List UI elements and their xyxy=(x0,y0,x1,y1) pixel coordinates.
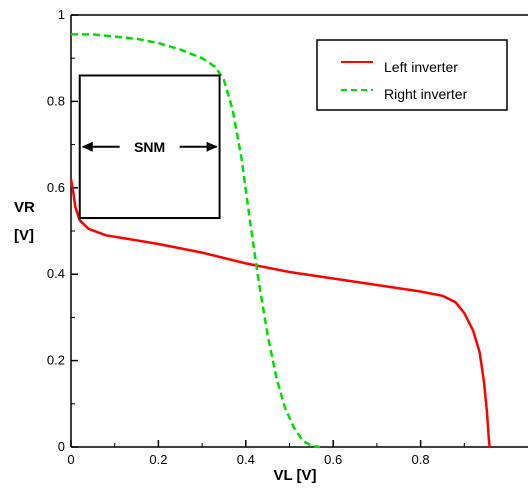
x-tick-label: 0.4 xyxy=(237,452,255,467)
series-layer xyxy=(69,33,491,449)
snm-box xyxy=(78,74,221,220)
y-axis-title-line1: VR xyxy=(14,199,35,216)
y-tick-label: 0.4 xyxy=(47,266,65,281)
x-ticks: 0 0.2 0.4 0.6 0.8 xyxy=(67,440,465,467)
y-tick-label: 0 xyxy=(58,439,65,454)
y-ticks: 0 0.2 0.4 0.6 0.8 1 xyxy=(47,7,78,454)
snm-arrowhead-right xyxy=(206,141,218,152)
y-tick-label: 0.8 xyxy=(47,93,65,108)
x-tick-label: 0.2 xyxy=(149,452,167,467)
legend-label-left-inverter: Left inverter xyxy=(384,59,458,75)
series-line-left-inverter xyxy=(69,178,491,448)
series-line-right-inverter xyxy=(71,33,321,449)
legend-label-right-inverter: Right inverter xyxy=(384,86,468,102)
y-axis-title-line2: [V] xyxy=(14,227,34,244)
legend: Left inverter Right inverter xyxy=(316,39,508,111)
y-tick-label: 0.6 xyxy=(47,180,65,195)
x-axis-title: VL [V] xyxy=(273,467,316,484)
x-tick-label: 0.8 xyxy=(412,452,430,467)
x-tick-label: 0 xyxy=(67,452,74,467)
y-tick-label: 0.2 xyxy=(47,353,65,368)
snm-arrowhead-left xyxy=(81,141,93,152)
snm-label: SNM xyxy=(134,139,165,155)
y-tick-label: 1 xyxy=(58,7,65,22)
x-tick-label: 0.6 xyxy=(324,452,342,467)
legend-box xyxy=(316,39,508,111)
snm-annotation: SNM xyxy=(78,74,221,220)
